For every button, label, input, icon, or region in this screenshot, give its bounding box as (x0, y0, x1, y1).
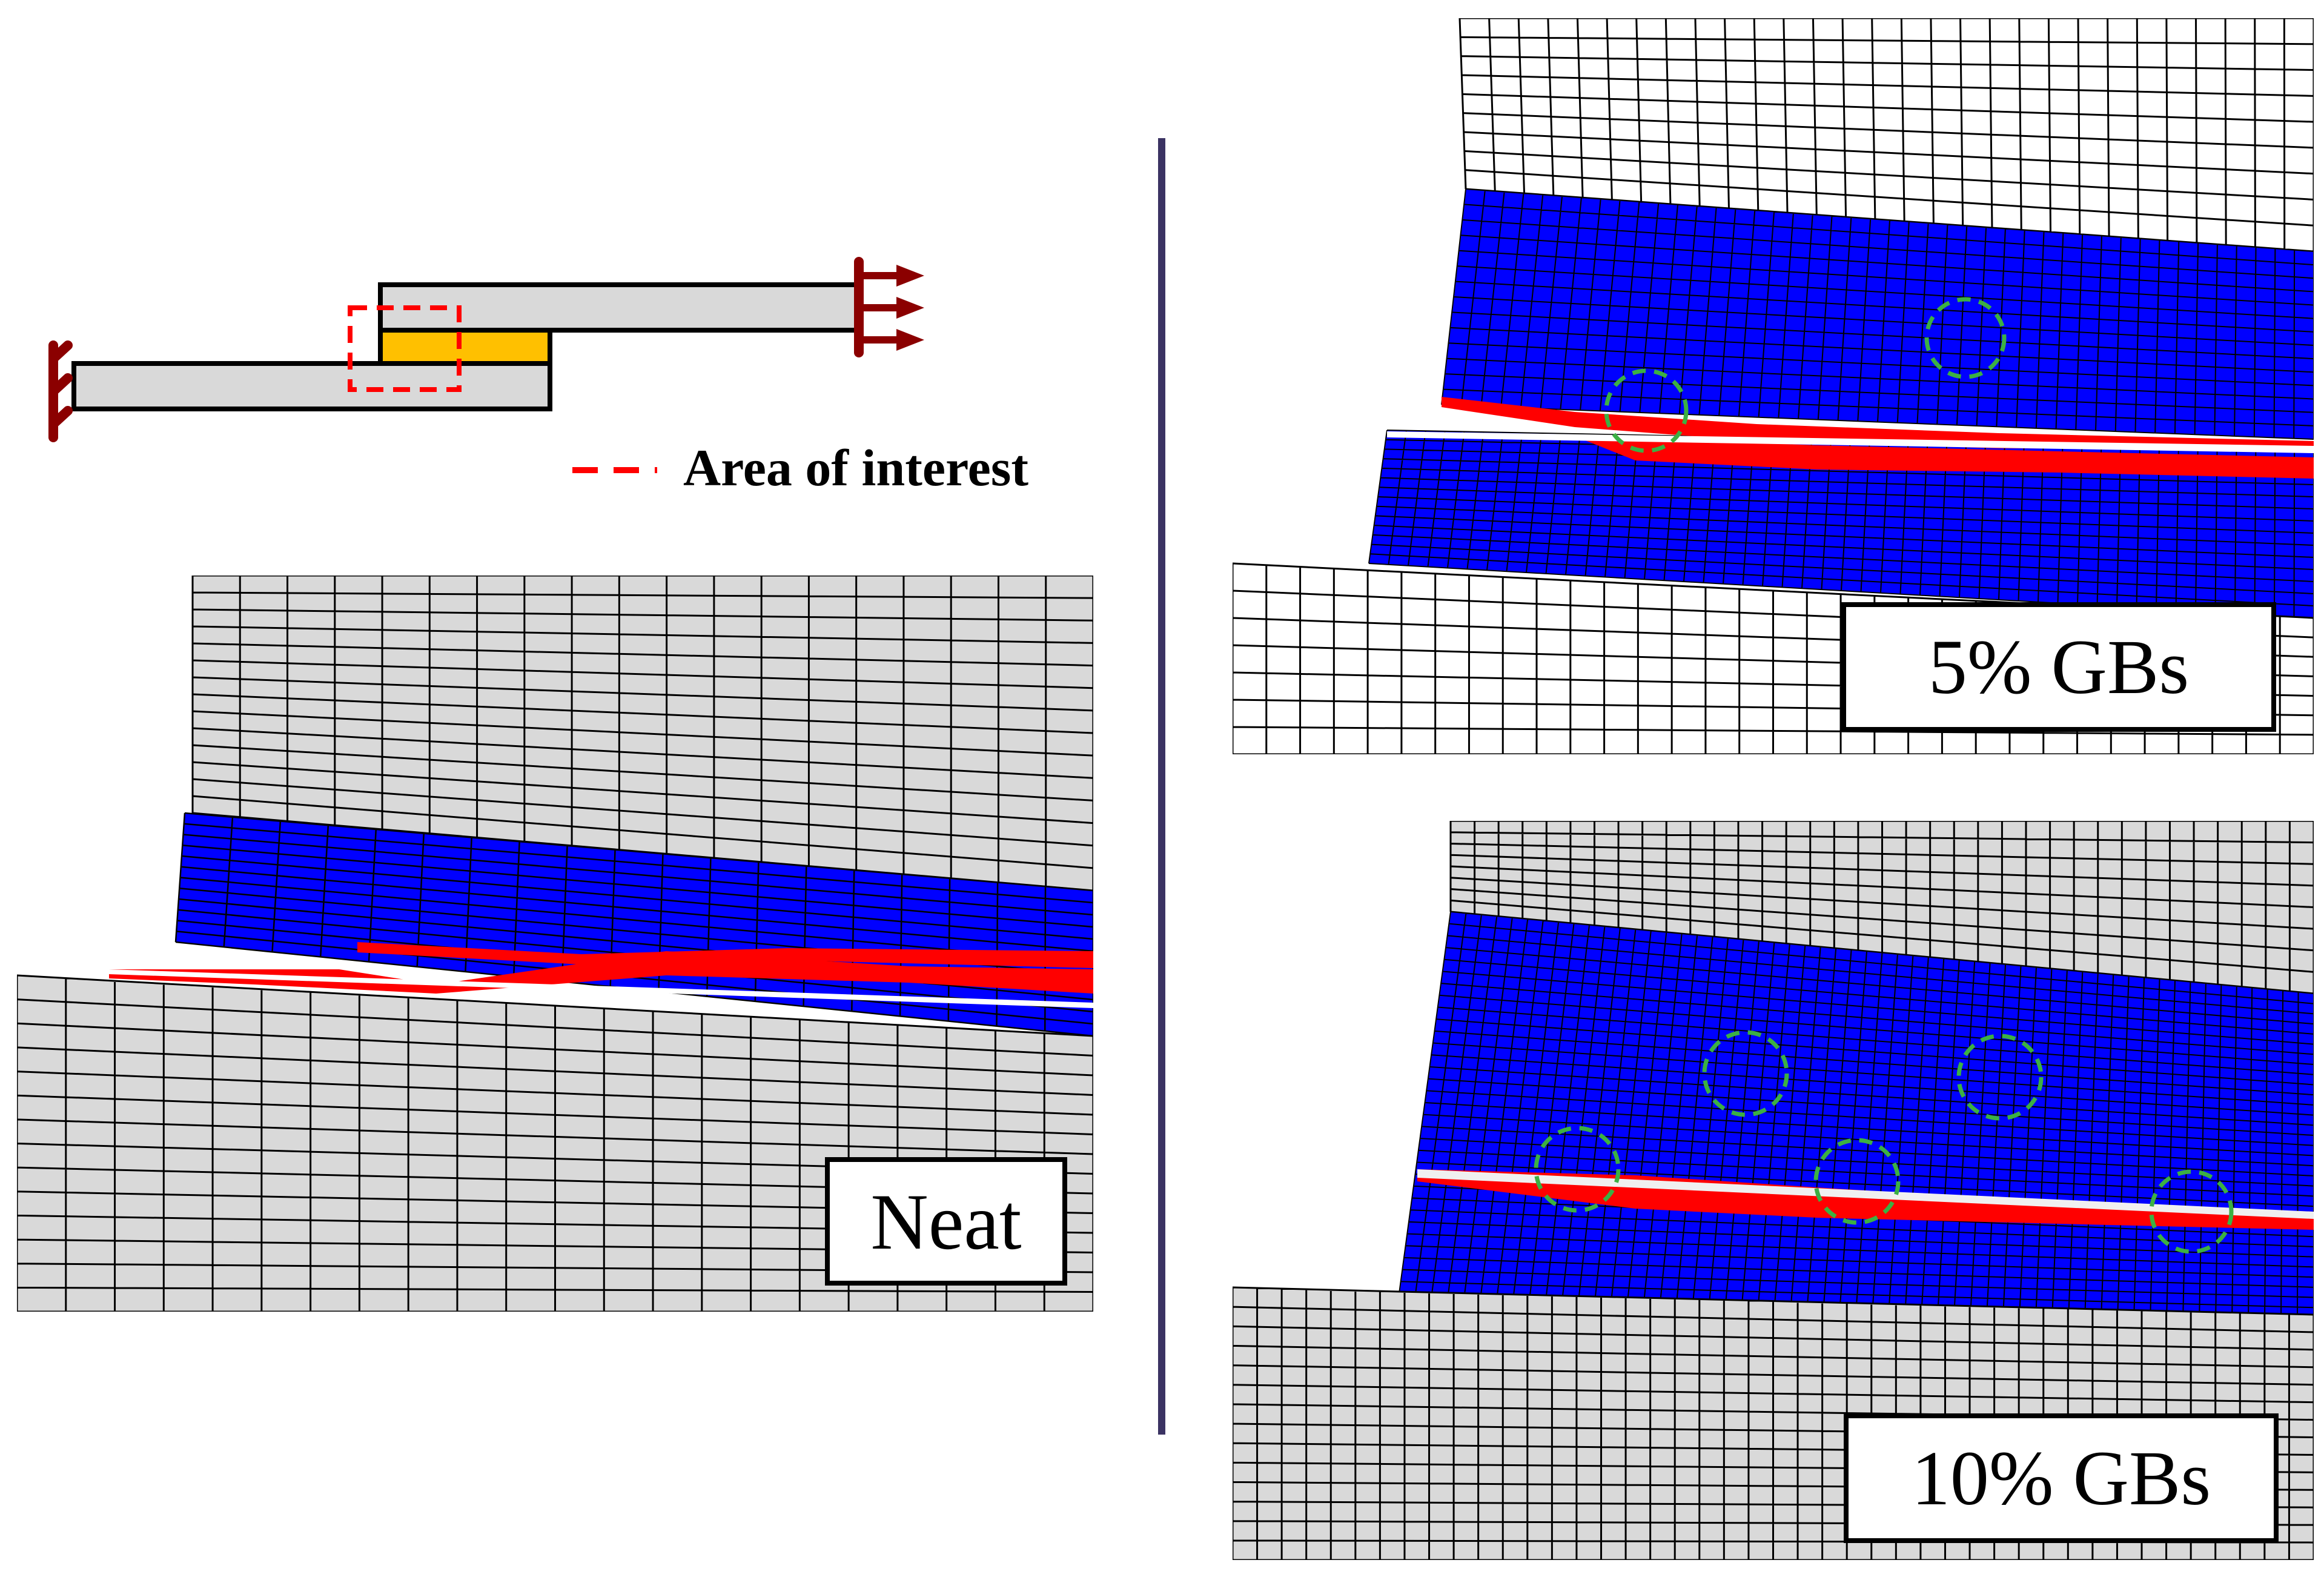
top-adherend (378, 282, 859, 333)
single-lap-joint-schematic (48, 257, 924, 473)
top-adherend-mesh (1458, 18, 2314, 253)
fixed-support-icon (48, 340, 73, 442)
gb-particle-circle-icon (2149, 1169, 2234, 1254)
damage-zone (1575, 436, 2314, 479)
gb10-label: 10% GBs (1844, 1413, 2279, 1543)
gb-particle-circle-icon (1813, 1138, 1901, 1225)
gb-particle-circle-icon (1702, 1030, 1789, 1117)
damage-zone (357, 942, 1093, 968)
neat-label: Neat (825, 1157, 1067, 1286)
top-adherend-mesh (1449, 821, 2314, 995)
area-of-interest-box (348, 305, 462, 392)
crack-line (109, 969, 1093, 1008)
gb-particle-circle-icon (1604, 368, 1689, 453)
load-arrow-icon (854, 257, 924, 357)
gb-particle-circle-icon (1924, 297, 2007, 379)
top-adherend-mesh (191, 576, 1093, 892)
gb5-label: 5% GBs (1841, 602, 2276, 732)
adhesive-layer (378, 328, 552, 366)
bottom-adherend (71, 361, 552, 411)
neat-panel (17, 576, 1093, 1312)
crack-line (1417, 1169, 2314, 1219)
damage-zone (1442, 397, 2314, 450)
area-of-interest-legend-label: Area of interest (683, 439, 1028, 497)
gb-particle-circle-icon (1534, 1126, 1621, 1213)
bottom-adherend-mesh (17, 974, 1093, 1312)
damage-zone (109, 951, 1093, 994)
adhesive-upper-mesh (1441, 188, 2314, 440)
gb-particle-circle-icon (1956, 1034, 2044, 1121)
